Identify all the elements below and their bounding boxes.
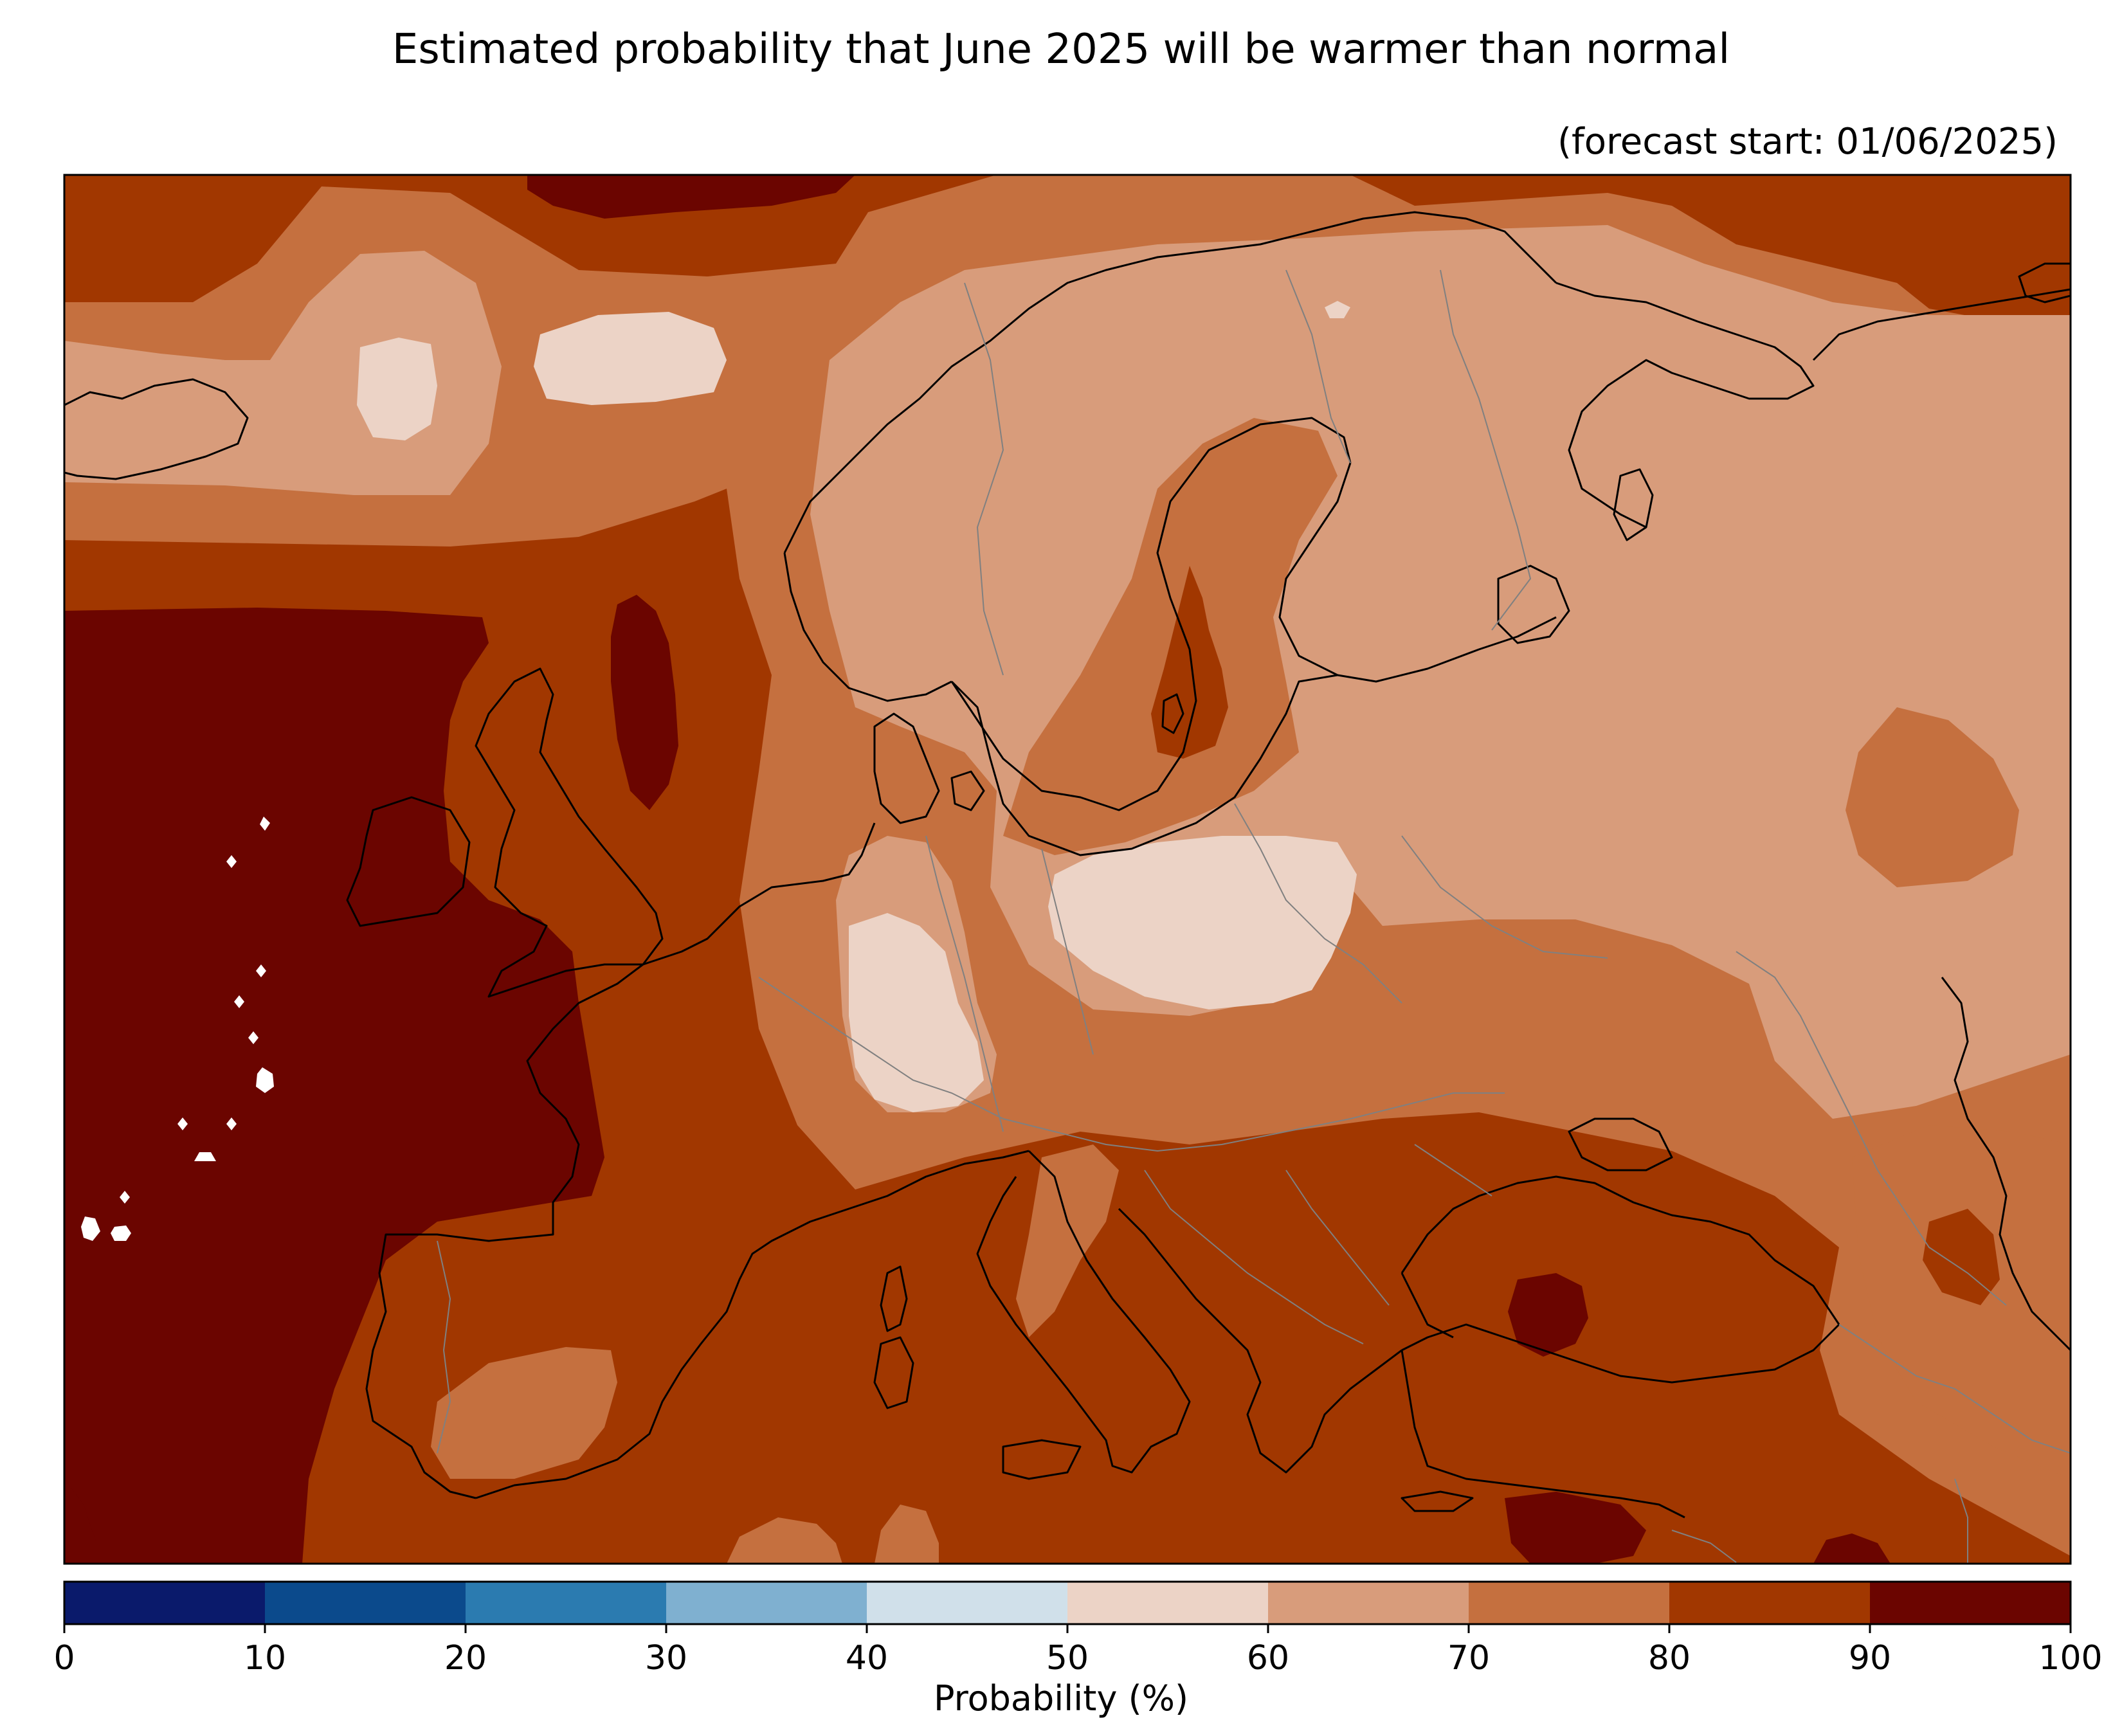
forecast-start-subtitle: (forecast start: 01/06/2025) [1557,121,2058,163]
colorbar-bin-0-10 [64,1582,266,1624]
band-80-90-caucasus [1923,1209,2000,1305]
colorbar-bin-80-90 [1669,1582,1871,1624]
band-90-100-sw-corner [64,1479,96,1564]
band-70-80-adriatic [1016,1144,1119,1337]
colorbar-bin-30-40 [666,1582,867,1624]
band-50-60-germany [849,913,984,1112]
band-90-100-levant [1813,1533,1891,1564]
chart-title: Estimated probability that June 2025 wil… [392,26,1730,73]
band-90-100-atlantic [64,608,604,1564]
colorbar-tick-label: 70 [1447,1639,1490,1677]
map-plot-area [64,175,2071,1564]
colorbar-bin-10-20 [265,1582,466,1624]
colorbar-tick-label: 0 [53,1639,75,1677]
band-50-60-lapland [1325,301,1350,318]
colorbar-tick-label: 60 [1247,1639,1289,1677]
band-90-100-arctic [527,175,855,219]
band-50-60-central [1048,836,1357,1009]
colorbar-tick-label: 100 [2038,1639,2102,1677]
band-50-60-sea [357,338,437,440]
band-50-60-norwegian [534,312,727,405]
colorbar-bin-60-70 [1268,1582,1469,1624]
country-borders [437,269,2071,1564]
colorbar-label: Probability (%) [933,1678,1189,1719]
colorbar-tick-label: 30 [645,1639,687,1677]
colorbar-bin-70-80 [1469,1582,1670,1624]
colorbar-bin-20-30 [466,1582,667,1624]
band-90-100-black-sea [1508,1273,1588,1357]
missing-data-islands [81,817,274,1241]
band-90-100-turkey [1505,1492,1646,1564]
band-70-80-baltic [1003,418,1338,855]
band-90-100-north-sea [611,595,678,810]
colorbar-bin-50-60 [1067,1582,1269,1624]
colorbar-tick-label: 20 [444,1639,487,1677]
coastlines [64,211,2071,1519]
colorbar-tick-label: 80 [1648,1639,1691,1677]
map-frame [63,174,2072,1565]
band-70-80-med-1 [727,1517,842,1564]
colorbar-tick-label: 10 [244,1639,286,1677]
colorbar-tick-label: 50 [1046,1639,1089,1677]
band-70-80-med-2 [875,1505,939,1564]
colorbar-tick-label: 90 [1849,1639,1891,1677]
band-70-80-russia-east [1845,707,2019,887]
colorbar-tick-label: 40 [846,1639,888,1677]
colorbar-bin-90-100 [1870,1582,2071,1624]
band-70-80-spain [431,1347,617,1479]
colorbar: 0 10 20 30 40 50 60 70 80 90 100 [53,1580,2103,1677]
colorbar-bin-40-50 [867,1582,1068,1624]
band-80-90-gulf [1151,566,1228,759]
